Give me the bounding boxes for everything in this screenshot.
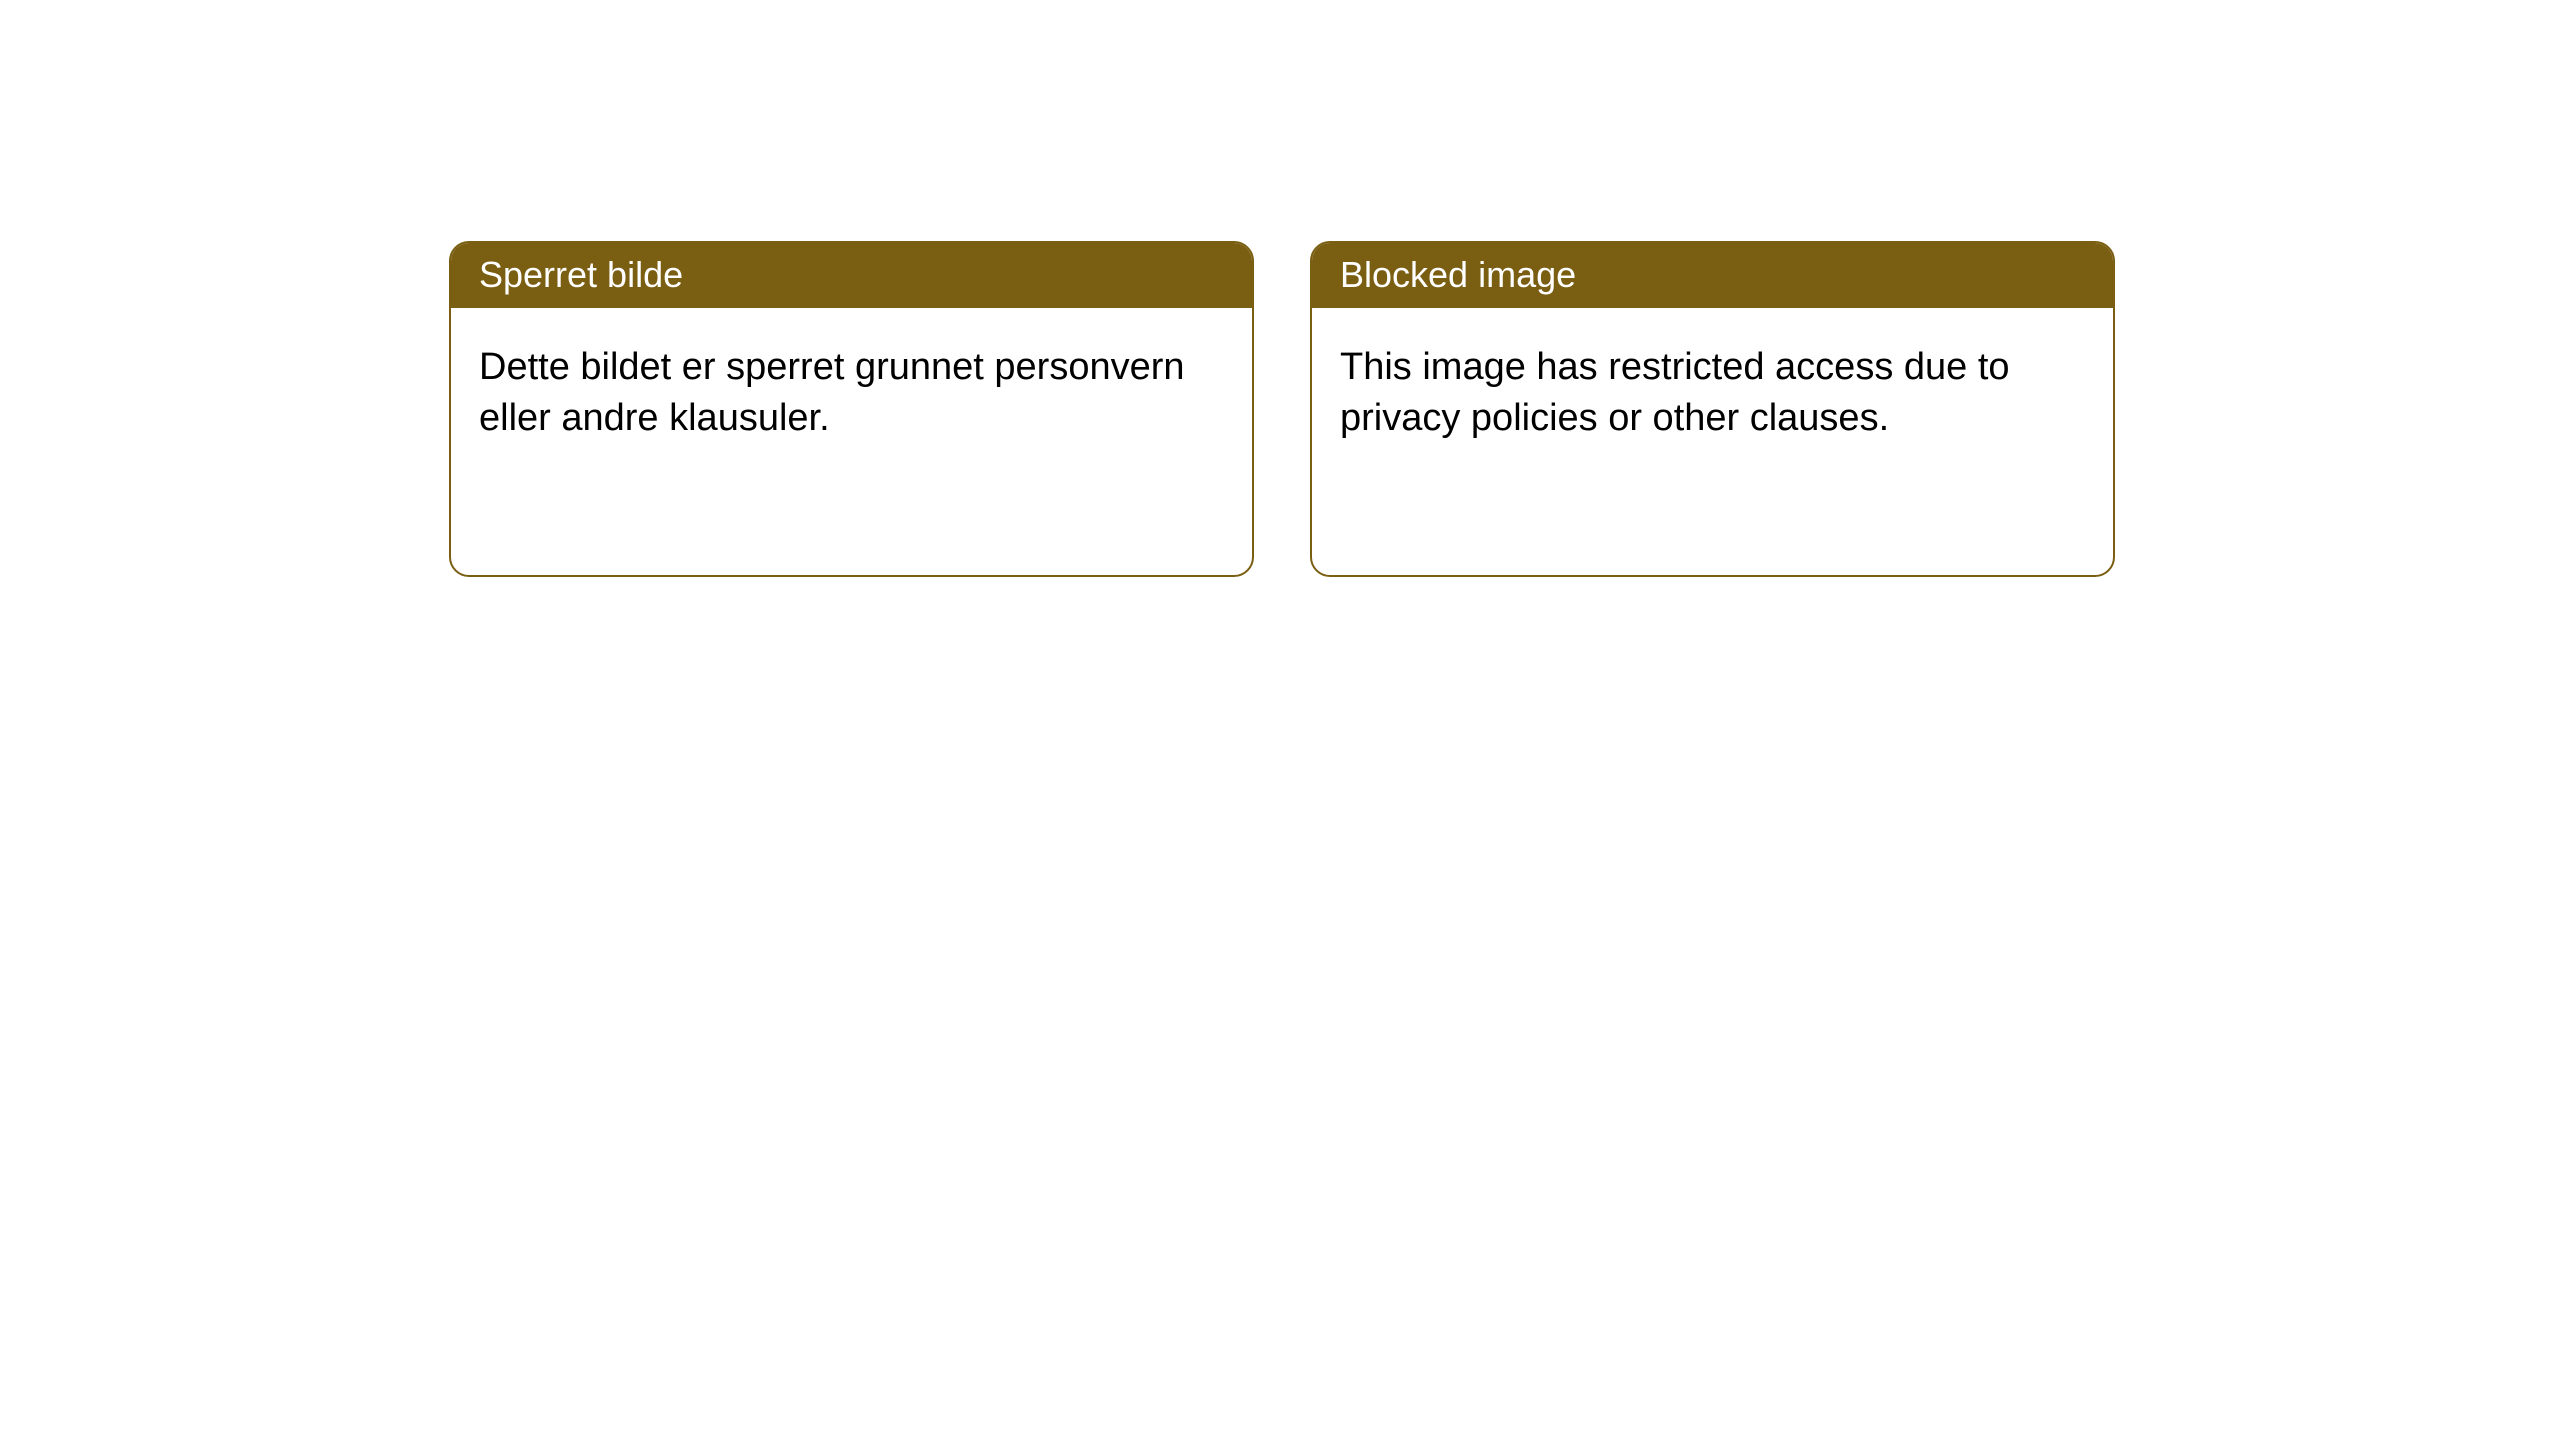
panel-title-no: Sperret bilde bbox=[451, 243, 1252, 308]
blocked-image-panel-en: Blocked image This image has restricted … bbox=[1310, 241, 2115, 577]
panels-container: Sperret bilde Dette bildet er sperret gr… bbox=[0, 0, 2560, 577]
blocked-image-panel-no: Sperret bilde Dette bildet er sperret gr… bbox=[449, 241, 1254, 577]
panel-body-en: This image has restricted access due to … bbox=[1312, 308, 2113, 479]
panel-body-no: Dette bildet er sperret grunnet personve… bbox=[451, 308, 1252, 479]
panel-title-en: Blocked image bbox=[1312, 243, 2113, 308]
